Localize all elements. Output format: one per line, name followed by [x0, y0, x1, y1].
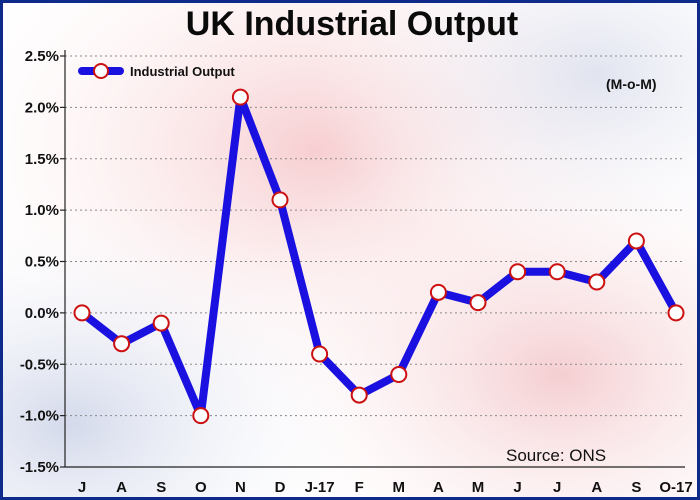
y-tick-label: 2.0%	[25, 99, 59, 116]
y-tick-label: 2.5%	[25, 48, 59, 65]
y-tick-label: -0.5%	[20, 356, 59, 373]
x-tick-label: D	[275, 479, 286, 496]
x-tick-label: F	[355, 479, 364, 496]
x-tick-label: J	[78, 479, 86, 496]
data-point	[350, 386, 368, 404]
y-tick-label: 0.0%	[25, 305, 59, 322]
data-point	[588, 273, 606, 291]
data-point	[429, 283, 447, 301]
y-tick-label: -1.5%	[20, 459, 59, 476]
data-point	[548, 263, 566, 281]
data-point	[627, 232, 645, 250]
x-tick-label: J-17	[305, 479, 335, 496]
chart-title: UK Industrial Output	[186, 5, 518, 43]
x-tick-label: N	[235, 479, 246, 496]
y-tick-label: 1.5%	[25, 151, 59, 168]
data-point	[152, 314, 170, 332]
y-axis-ticks: 2.5% 2.0% 1.5% 1.0% 0.5% 0.0% -0.5% -1.0% -1.5%	[20, 48, 65, 476]
y-tick-label: 1.0%	[25, 202, 59, 219]
data-point	[390, 366, 408, 384]
x-tick-label: J	[513, 479, 521, 496]
data-point	[192, 407, 210, 425]
data-point	[311, 345, 329, 363]
data-point	[73, 304, 91, 322]
gridlines	[65, 55, 685, 417]
x-tick-label: O	[195, 479, 207, 496]
x-tick-label: M	[393, 479, 406, 496]
x-tick-label: S	[631, 479, 641, 496]
x-axis-ticks: J A S O N D J-17 F M A M J J A S O-17	[78, 479, 693, 496]
y-tick-label: -1.0%	[20, 408, 59, 425]
series-line-industrial-output	[78, 93, 680, 420]
x-tick-label: O-17	[659, 479, 692, 496]
data-point	[113, 335, 131, 353]
data-point	[271, 191, 289, 209]
x-tick-label: S	[156, 479, 166, 496]
legend: Industrial Output	[78, 63, 235, 79]
x-tick-label: J	[553, 479, 561, 496]
data-points	[73, 88, 685, 425]
y-tick-label: 0.5%	[25, 254, 59, 271]
source-label: Source: ONS	[506, 446, 606, 465]
x-tick-label: A	[433, 479, 444, 496]
x-tick-label: A	[116, 479, 127, 496]
data-point	[231, 88, 249, 106]
data-point	[509, 263, 527, 281]
data-point	[469, 294, 487, 312]
legend-swatch-marker	[93, 63, 109, 79]
data-point	[667, 304, 685, 322]
x-tick-label: M	[472, 479, 485, 496]
x-tick-label: A	[591, 479, 602, 496]
legend-label: Industrial Output	[130, 64, 235, 79]
chart-note: (M-o-M)	[606, 76, 657, 92]
